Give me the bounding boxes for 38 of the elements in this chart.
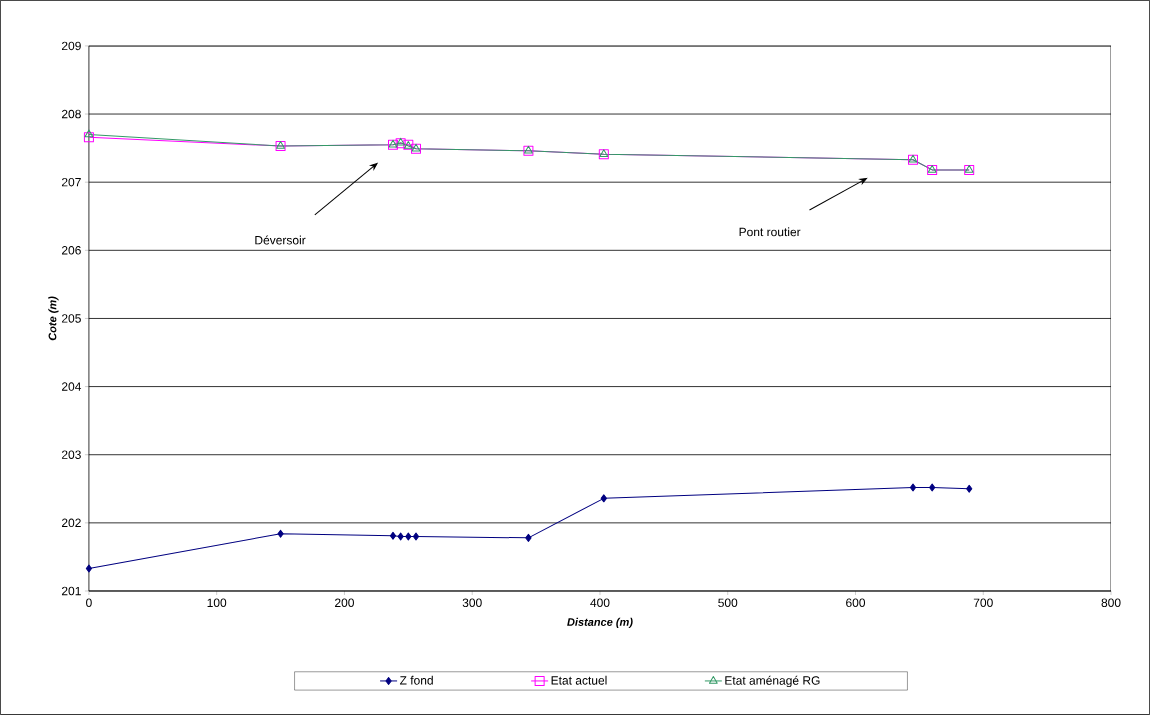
point [600, 494, 607, 503]
y-tick-label: 201 [61, 586, 81, 596]
x-tick-label: 800 [1101, 598, 1121, 608]
y-tick-label: 206 [61, 246, 81, 255]
legend-label: Etat actuel [551, 675, 607, 685]
point [929, 483, 936, 492]
x-tick-label: 0 [86, 598, 92, 608]
point [277, 529, 284, 538]
y-tick-label: 204 [61, 382, 82, 391]
y-tick-label: 207 [61, 177, 81, 187]
x-tick-label: 500 [718, 598, 738, 608]
x-tick-label: 700 [973, 598, 993, 608]
x-axis-title: Distance (m) [567, 617, 633, 629]
y-tick-label: 209 [61, 41, 81, 51]
x-tick-label: 400 [590, 598, 610, 608]
point [525, 533, 532, 542]
point [397, 532, 404, 541]
x-tick-label: 200 [335, 598, 354, 608]
x-tick-label: 100 [207, 598, 227, 608]
x-tick-label: 600 [846, 598, 866, 608]
y-tick-label: 208 [61, 109, 81, 119]
point [412, 532, 420, 541]
point [83, 132, 94, 143]
y-axis-title: Cote (m) [48, 296, 59, 341]
y-tick-label: 202 [61, 518, 81, 528]
point [85, 564, 93, 573]
annotation: Déversoir [255, 235, 306, 245]
legend-label: Etat aménagé RG [725, 675, 820, 688]
point [405, 532, 412, 541]
legend-label: Z fond [399, 675, 433, 685]
x-tick-label: 300 [462, 598, 482, 608]
point [389, 531, 397, 540]
point [84, 129, 94, 138]
point [966, 484, 973, 493]
y-tick-label: 205 [61, 314, 81, 323]
annotation: Pont routier [739, 227, 801, 237]
y-tick-label: 203 [61, 450, 81, 460]
point [909, 483, 917, 492]
